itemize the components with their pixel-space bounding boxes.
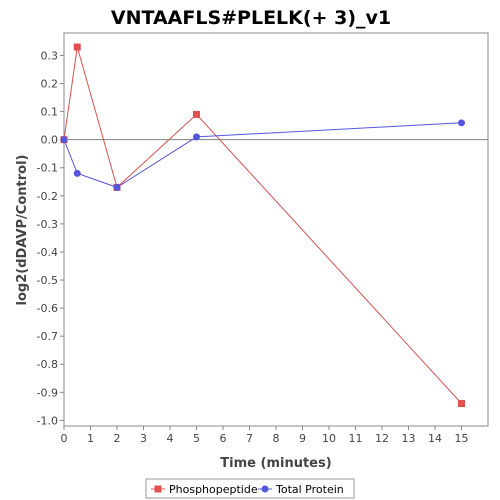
x-tick-label: 8 <box>273 432 280 445</box>
data-point-phosphopeptide <box>193 110 200 118</box>
y-tick-label: 0.1 <box>41 106 59 119</box>
x-tick-label: 4 <box>167 432 174 445</box>
x-tick-label: 0 <box>61 432 68 445</box>
y-axis-label: log2(dDAVP/Control) <box>15 155 30 306</box>
legend-items: Phosphopeptide Total Protein <box>151 483 344 496</box>
x-tick-label: 2 <box>114 432 121 445</box>
x-tick-label: 13 <box>402 432 416 445</box>
y-tick-label: -0.5 <box>37 274 58 287</box>
x-tick-label: 3 <box>140 432 147 445</box>
y-tick-label: -0.9 <box>37 386 58 399</box>
x-tick-label: 12 <box>375 432 389 445</box>
legend: Phosphopeptide Total Protein <box>145 478 355 499</box>
x-axis-label: Time (minutes) <box>220 456 331 471</box>
legend-label-total-protein: Total Protein <box>275 483 344 496</box>
x-tick-label: 1 <box>87 432 94 445</box>
y-tick-label: 0.0 <box>41 134 59 147</box>
data-point-total-protein <box>73 169 81 177</box>
legend-box <box>145 478 355 499</box>
y-tick-label: -0.8 <box>37 358 58 371</box>
legend-marker-phosphopeptide <box>154 485 162 493</box>
x-tick-label: 6 <box>220 432 227 445</box>
x-tick-label: 9 <box>299 432 306 445</box>
data-point-phosphopeptide <box>458 400 465 408</box>
y-tick-label: 0.3 <box>41 49 59 62</box>
x-tick-label: 15 <box>455 432 469 445</box>
x-tick-label: 14 <box>428 432 442 445</box>
y-tick-label: -0.2 <box>37 190 58 203</box>
plot-area <box>63 32 489 427</box>
x-axis: 0 1 2 3 4 5 6 7 8 9 10 11 12 13 14 15 <box>61 426 469 445</box>
y-tick-label: -0.3 <box>37 218 58 231</box>
data-point-total-protein <box>113 183 121 191</box>
y-axis: 0.3 0.2 0.1 0.0 -0.1 -0.2 -0.3 -0.4 -0.5 -0.6 -0.7… <box>37 49 64 427</box>
chart-title: VNTAAFLS#PLELK(+ 3)_v1 <box>111 7 391 29</box>
series-layer <box>60 43 465 408</box>
data-point-total-protein <box>60 136 68 144</box>
x-tick-label: 5 <box>193 432 200 445</box>
x-tick-label: 10 <box>322 432 336 445</box>
y-tick-label: -0.1 <box>37 162 58 175</box>
legend-label-phosphopeptide: Phosphopeptide <box>169 483 258 496</box>
y-tick-label: -0.4 <box>37 246 58 259</box>
data-point-phosphopeptide <box>73 43 81 51</box>
x-tick-label: 11 <box>349 432 363 445</box>
y-tick-label: -0.6 <box>37 302 58 315</box>
data-point-total-protein <box>458 119 465 127</box>
x-tick-label: 7 <box>246 432 253 445</box>
y-tick-label: -1.0 <box>37 414 58 427</box>
y-tick-label: 0.2 <box>41 78 59 91</box>
legend-marker-total-protein <box>261 485 269 493</box>
y-tick-label: -0.7 <box>37 330 58 343</box>
data-point-total-protein <box>193 133 200 141</box>
